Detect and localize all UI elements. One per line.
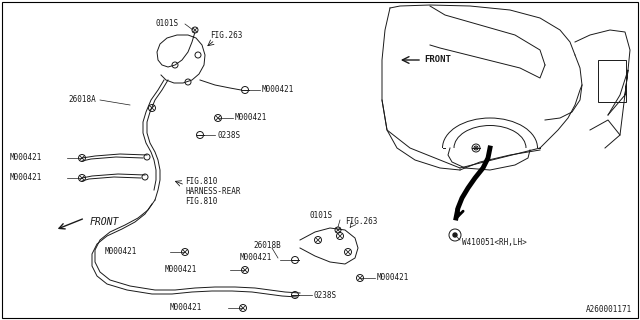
Text: FIG.263: FIG.263 — [210, 30, 243, 39]
Text: FIG.810: FIG.810 — [185, 197, 218, 206]
Text: 0238S: 0238S — [217, 131, 240, 140]
Text: 0101S: 0101S — [310, 212, 333, 220]
Text: M000421: M000421 — [240, 253, 273, 262]
Text: M000421: M000421 — [262, 85, 294, 94]
Text: FRONT: FRONT — [424, 55, 451, 65]
Text: FIG.810: FIG.810 — [185, 178, 218, 187]
Text: M000421: M000421 — [10, 154, 42, 163]
Bar — [598, 60, 626, 102]
Text: M000421: M000421 — [170, 303, 202, 313]
Text: FRONT: FRONT — [90, 217, 120, 227]
Text: FIG.263: FIG.263 — [345, 218, 378, 227]
Text: M000421: M000421 — [10, 173, 42, 182]
Text: M000421: M000421 — [105, 247, 138, 257]
Text: 26018A: 26018A — [68, 95, 96, 105]
Text: M000421: M000421 — [377, 274, 410, 283]
Text: 26018B: 26018B — [253, 241, 281, 250]
Text: M000421: M000421 — [165, 266, 197, 275]
Circle shape — [453, 233, 457, 237]
Text: M000421: M000421 — [235, 114, 268, 123]
Text: 0238S: 0238S — [314, 291, 337, 300]
Text: A260001171: A260001171 — [586, 305, 632, 314]
Text: W410051<RH,LH>: W410051<RH,LH> — [462, 238, 527, 247]
Text: 0101S: 0101S — [155, 19, 178, 28]
Text: HARNESS-REAR: HARNESS-REAR — [185, 188, 241, 196]
